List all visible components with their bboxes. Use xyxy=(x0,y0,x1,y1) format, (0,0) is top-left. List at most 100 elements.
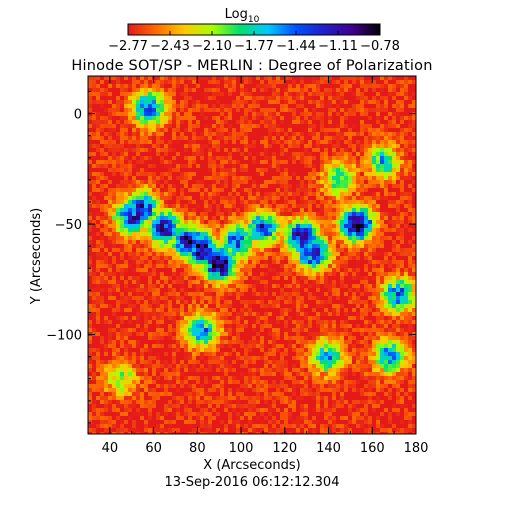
heatmap-cell xyxy=(112,264,116,268)
heatmap-cell xyxy=(220,296,224,300)
heatmap-cell xyxy=(372,216,376,220)
heatmap-cell xyxy=(192,300,196,304)
heatmap-cell xyxy=(176,200,180,204)
heatmap-cell xyxy=(128,80,132,84)
heatmap-cell xyxy=(136,144,140,148)
heatmap-cell xyxy=(276,196,280,200)
heatmap-cell xyxy=(160,256,164,260)
heatmap-cell xyxy=(88,236,92,240)
heatmap-cell xyxy=(132,224,136,228)
heatmap-cell xyxy=(384,308,388,312)
heatmap-cell xyxy=(324,160,328,164)
heatmap-cell xyxy=(404,232,408,236)
heatmap-cell xyxy=(188,276,192,280)
heatmap-cell xyxy=(108,124,112,128)
heatmap-cell xyxy=(172,132,176,136)
heatmap-cell xyxy=(164,204,168,208)
heatmap-cell xyxy=(164,268,168,272)
heatmap-cell xyxy=(264,304,268,308)
heatmap-cell xyxy=(248,280,252,284)
heatmap-cell xyxy=(152,196,156,200)
heatmap-cell xyxy=(196,268,200,272)
heatmap-cell xyxy=(244,216,248,220)
heatmap-cell xyxy=(256,280,260,284)
heatmap-cell xyxy=(92,132,96,136)
heatmap-cell xyxy=(204,292,208,296)
heatmap-cell xyxy=(336,236,340,240)
heatmap-cell xyxy=(112,292,116,296)
heatmap-cell xyxy=(240,256,244,260)
heatmap-cell xyxy=(280,92,284,96)
heatmap-cell xyxy=(164,280,168,284)
heatmap-cell xyxy=(144,212,148,216)
heatmap-cell xyxy=(192,116,196,120)
colorbar-tick-label: −0.78 xyxy=(360,39,400,54)
heatmap-cell xyxy=(352,84,356,88)
heatmap-cell xyxy=(268,276,272,280)
heatmap-cell xyxy=(300,120,304,124)
heatmap-cell xyxy=(108,308,112,312)
heatmap-cell xyxy=(104,292,108,296)
heatmap-cell xyxy=(376,188,380,192)
heatmap-cell xyxy=(152,120,156,124)
heatmap-cell xyxy=(224,292,228,296)
heatmap-cell xyxy=(268,316,272,320)
heatmap-cell xyxy=(156,172,160,176)
heatmap-cell xyxy=(228,140,232,144)
heatmap-cell xyxy=(348,184,352,188)
heatmap-cell xyxy=(136,84,140,88)
heatmap-cell xyxy=(328,188,332,192)
heatmap-cell xyxy=(232,284,236,288)
heatmap-cell xyxy=(312,296,316,300)
heatmap-cell xyxy=(324,244,328,248)
heatmap-cell xyxy=(132,180,136,184)
heatmap-cell xyxy=(344,124,348,128)
heatmap-cell xyxy=(316,280,320,284)
heatmap-cell xyxy=(308,160,312,164)
heatmap-cell xyxy=(144,144,148,148)
heatmap-cell xyxy=(344,184,348,188)
heatmap-cell xyxy=(224,108,228,112)
heatmap-cell xyxy=(132,160,136,164)
heatmap-cell xyxy=(368,288,372,292)
heatmap-cell xyxy=(392,268,396,272)
heatmap-cell xyxy=(176,160,180,164)
heatmap-cell xyxy=(180,140,184,144)
heatmap-cell xyxy=(308,84,312,88)
heatmap-cell xyxy=(252,224,256,228)
heatmap-cell xyxy=(288,104,292,108)
heatmap-cell xyxy=(316,260,320,264)
heatmap-cell xyxy=(132,228,136,232)
heatmap-cell xyxy=(300,208,304,212)
heatmap-cell xyxy=(316,204,320,208)
heatmap-cell xyxy=(128,96,132,100)
heatmap-cell xyxy=(324,188,328,192)
heatmap-cell xyxy=(216,296,220,300)
heatmap-cell xyxy=(292,288,296,292)
heatmap-cell xyxy=(92,124,96,128)
heatmap-cell xyxy=(216,236,220,240)
heatmap-cell xyxy=(320,216,324,220)
heatmap-cell xyxy=(120,212,124,216)
heatmap-cell xyxy=(328,288,332,292)
heatmap-cell xyxy=(300,124,304,128)
heatmap-cell xyxy=(216,164,220,168)
heatmap-cell xyxy=(244,256,248,260)
heatmap-cell xyxy=(168,296,172,300)
heatmap-cell xyxy=(356,112,360,116)
heatmap-cell xyxy=(180,260,184,264)
heatmap-cell xyxy=(292,140,296,144)
heatmap-cell xyxy=(188,244,192,248)
heatmap-cell xyxy=(192,296,196,300)
heatmap-cell xyxy=(156,132,160,136)
heatmap-cell xyxy=(180,304,184,308)
heatmap-cell xyxy=(232,200,236,204)
heatmap-cell xyxy=(352,248,356,252)
heatmap-cell xyxy=(240,100,244,104)
heatmap-cell xyxy=(400,224,404,228)
heatmap-cell xyxy=(228,112,232,116)
heatmap-cell xyxy=(304,220,308,224)
heatmap-cell xyxy=(308,248,312,252)
heatmap-cell xyxy=(252,136,256,140)
heatmap-cell xyxy=(176,152,180,156)
